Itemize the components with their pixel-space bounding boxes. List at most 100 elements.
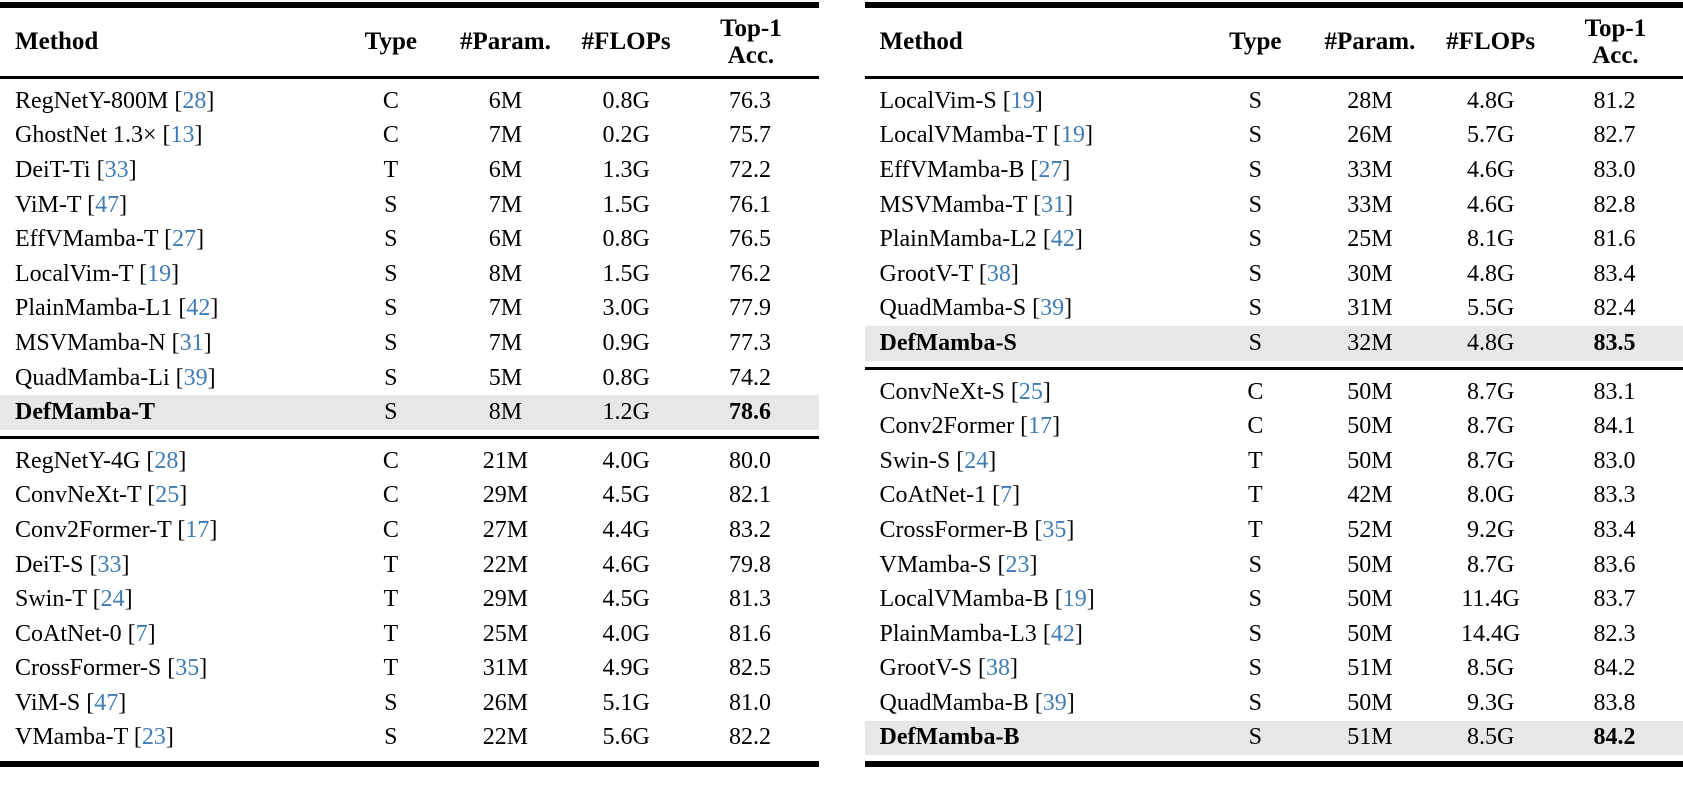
params-cell: 22M (482, 724, 529, 751)
flops-cell: 5.1G (602, 689, 650, 716)
citation-link[interactable]: 27 (1038, 156, 1063, 183)
params-cell: 32M (1347, 329, 1393, 356)
type-cell: S (384, 689, 398, 716)
table-row: EffVMamba-B [27] S 33M 4.6G 83.0 (865, 153, 1683, 188)
citation-link[interactable]: 47 (95, 191, 120, 218)
citation-link[interactable]: 23 (141, 724, 166, 751)
citation-open-bracket: [ (1047, 122, 1061, 149)
table-section: ConvNeXt-S [25] C 50M 8.7G 83.1 Conv2Former [… (864, 366, 1683, 762)
params-cell: 33M (1347, 191, 1393, 218)
flops-cell: 0.2G (602, 122, 650, 149)
method-name: CrossFormer-B (879, 516, 1029, 543)
citation-link[interactable]: 38 (986, 260, 1011, 287)
citation-link[interactable]: 17 (1028, 413, 1053, 440)
type-cell: C (382, 482, 399, 509)
citation-link[interactable]: 42 (1050, 226, 1075, 253)
citation-link[interactable]: 42 (1050, 620, 1075, 647)
citation-open-bracket: [ (1026, 295, 1041, 322)
citation-link[interactable]: 47 (94, 689, 119, 716)
method-cell: EffVMamba-B [27] (865, 157, 1205, 184)
citation-close-bracket: ] (179, 482, 188, 509)
table-row: PlainMamba-L1 [42] S 7M 3.0G 77.9 (0, 292, 819, 327)
citation-link[interactable]: 27 (172, 226, 197, 253)
params-cell: 50M (1347, 620, 1393, 647)
citation-link[interactable]: 13 (170, 122, 195, 149)
citation-link[interactable]: 39 (1042, 689, 1067, 716)
col-header-flops: #FLOPs (1446, 28, 1536, 55)
params-cell: 25M (482, 620, 529, 647)
method-cell: ViM-S [47] (0, 690, 340, 717)
table-row-highlighted: DefMamba-B S 51M 8.5G 84.2 (864, 720, 1683, 756)
flops-cell: 0.8G (602, 87, 650, 114)
citation-link[interactable]: 24 (100, 586, 125, 613)
params-cell: 30M (1347, 260, 1393, 287)
citation-link[interactable]: 33 (97, 551, 122, 578)
params-cell: 22M (482, 551, 529, 578)
method-name: LocalVim-S (879, 87, 997, 114)
params-cell: 26M (1347, 122, 1393, 149)
method-cell: Conv2Former-T [17] (0, 517, 340, 544)
type-cell: S (384, 364, 398, 391)
citation-link[interactable]: 35 (1042, 516, 1067, 543)
method-cell: LocalVMamba-B [19] (865, 586, 1205, 613)
citation-link[interactable]: 25 (1018, 378, 1043, 405)
params-cell: 7M (488, 122, 523, 149)
citation-link[interactable]: 19 (147, 260, 172, 287)
table-row-highlighted: DefMamba-S S 32M 4.8G 83.5 (864, 326, 1683, 361)
method-cell: PlainMamba-L2 [42] (865, 226, 1205, 253)
citation-link[interactable]: 19 (1010, 87, 1035, 114)
citation-link[interactable]: 25 (155, 482, 180, 509)
citation-link[interactable]: 23 (1005, 551, 1030, 578)
method-cell: MSVMamba-N [31] (0, 330, 340, 357)
citation-link[interactable]: 17 (185, 516, 210, 543)
citation-link[interactable]: 7 (1000, 482, 1013, 509)
citation-close-bracket: ] (194, 122, 203, 149)
citation-link[interactable]: 24 (964, 447, 989, 474)
citation-close-bracket: ] (209, 516, 218, 543)
citation-open-bracket: [ (1027, 191, 1042, 218)
citation-close-bracket: ] (1085, 122, 1093, 149)
method-name: ViM-S (15, 689, 81, 716)
col-header-params: #Param. (459, 28, 551, 55)
acc-cell: 76.1 (728, 191, 771, 218)
citation-link[interactable]: 31 (179, 329, 204, 356)
type-cell: S (1248, 87, 1262, 114)
citation-open-bracket: [ (1028, 689, 1043, 716)
results-tables-container: Method Type #Param. #FLOPs Top-1 Acc. RegNetY-… (0, 2, 1683, 768)
method-cell: ConvNeXt-S [25] (865, 379, 1205, 406)
citation-link[interactable]: 38 (985, 655, 1010, 682)
citation-link[interactable]: 28 (182, 87, 207, 114)
acc-cell: 80.0 (728, 447, 771, 474)
table-row: LocalVMamba-T [19] S 26M 5.7G 82.7 (865, 119, 1683, 154)
citation-link[interactable]: 7 (135, 620, 148, 647)
citation-close-bracket: ] (1062, 156, 1071, 183)
citation-link[interactable]: 35 (175, 655, 200, 682)
type-cell: S (384, 191, 398, 218)
citation-link[interactable]: 42 (186, 295, 211, 322)
table-row: VMamba-S [23] S 50M 8.7G 83.6 (865, 548, 1683, 583)
params-cell: 6M (488, 156, 523, 183)
citation-link[interactable]: 31 (1041, 191, 1066, 218)
params-cell: 33M (1347, 156, 1393, 183)
method-cell: LocalVim-S [19] (865, 88, 1205, 115)
flops-cell: 8.7G (1466, 551, 1515, 578)
citation-open-bracket: [ (1048, 586, 1063, 613)
method-name: LocalVMamba-B (879, 586, 1049, 613)
citation-link[interactable]: 33 (104, 156, 129, 183)
citation-open-bracket: [ (996, 87, 1011, 114)
citation-link[interactable]: 28 (154, 447, 179, 474)
citation-link[interactable]: 19 (1061, 122, 1085, 149)
table-row: MSVMamba-T [31] S 33M 4.6G 82.8 (865, 188, 1683, 223)
citation-open-bracket: [ (86, 586, 101, 613)
method-name: MSVMamba-T (879, 191, 1028, 218)
flops-cell: 8.0G (1466, 482, 1515, 509)
citation-link[interactable]: 39 (1040, 295, 1065, 322)
citation-link[interactable]: 39 (183, 364, 208, 391)
flops-cell: 8.7G (1466, 447, 1515, 474)
citation-close-bracket: ] (124, 586, 133, 613)
citation-link[interactable]: 19 (1062, 586, 1087, 613)
type-cell: S (384, 724, 398, 751)
table-section: LocalVim-S [19] S 28M 4.8G 81.2 LocalVMamba-T… (864, 79, 1683, 367)
citation-open-bracket: [ (1028, 516, 1043, 543)
table-row: LocalVim-T [19] S 8M 1.5G 76.2 (0, 257, 819, 292)
